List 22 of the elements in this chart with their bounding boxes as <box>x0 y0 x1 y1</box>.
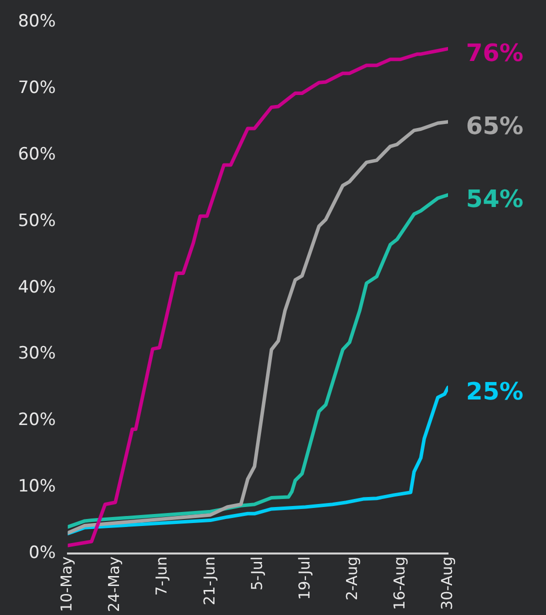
x-tick-label: 5-Jul <box>248 556 266 590</box>
x-tick-label: 24-May <box>105 556 124 612</box>
y-tick-label: 10% <box>18 476 56 496</box>
y-tick-label: 40% <box>18 277 56 298</box>
x-tick-label: 19-Jul <box>295 556 314 600</box>
x-tick-label: 10-May <box>58 556 76 612</box>
y-tick-label: 80% <box>18 12 56 32</box>
x-tick-label: 2-Aug <box>342 556 361 600</box>
x-tick-label: 21-Jun <box>200 556 218 606</box>
y-tick-label: 20% <box>18 410 56 430</box>
x-tick-label: 7-Jun <box>152 556 171 596</box>
data-label: 65% <box>466 112 524 140</box>
y-tick-label: 30% <box>18 344 56 364</box>
data-label: 25% <box>466 378 524 406</box>
data-label: 54% <box>466 185 524 214</box>
x-tick-label: 30-Aug <box>438 556 456 610</box>
y-tick-label: 60% <box>18 144 56 164</box>
x-tick-label: 16-Aug <box>390 556 408 610</box>
y-tick-label: 50% <box>18 210 56 231</box>
y-tick-label: 70% <box>18 78 56 98</box>
data-label: 76% <box>466 39 524 67</box>
y-tick-label: 0% <box>28 542 56 563</box>
